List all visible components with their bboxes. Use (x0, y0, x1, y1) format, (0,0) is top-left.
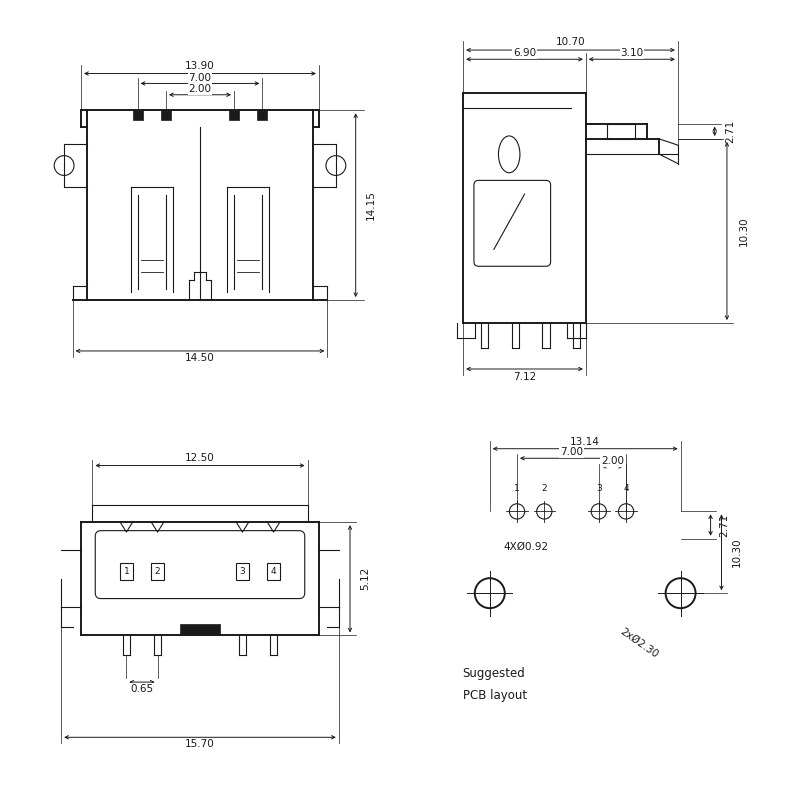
Text: 3: 3 (596, 484, 602, 493)
Bar (236, 563, 249, 580)
Bar (120, 563, 133, 580)
Bar (180, 624, 220, 635)
Text: 2: 2 (542, 484, 547, 493)
Text: 2xØ2.30: 2xØ2.30 (618, 626, 660, 659)
Text: 12.50: 12.50 (185, 454, 215, 463)
Bar (229, 110, 239, 120)
Bar (161, 110, 171, 120)
Text: 0.65: 0.65 (130, 684, 154, 694)
Text: 15.70: 15.70 (185, 739, 215, 750)
Text: 2.71: 2.71 (719, 514, 730, 537)
Bar (257, 110, 267, 120)
Text: PCB layout: PCB layout (462, 689, 526, 702)
Text: 10.30: 10.30 (731, 538, 742, 567)
Text: 13.90: 13.90 (185, 62, 215, 71)
Text: 7.12: 7.12 (513, 372, 536, 382)
Text: 3: 3 (239, 567, 246, 576)
Text: 1: 1 (123, 567, 130, 576)
Text: 10.30: 10.30 (739, 216, 749, 246)
Text: 7.00: 7.00 (189, 73, 211, 82)
Text: 3.10: 3.10 (620, 48, 643, 58)
Bar (607, 124, 635, 139)
Text: 10.70: 10.70 (556, 38, 586, 47)
Text: 2: 2 (154, 567, 160, 576)
Text: 4: 4 (623, 484, 629, 493)
Text: 4: 4 (270, 567, 277, 576)
Text: 4XØ0.92: 4XØ0.92 (503, 542, 549, 551)
Text: 6.90: 6.90 (513, 48, 536, 58)
Bar (267, 563, 280, 580)
Text: 2.71: 2.71 (725, 120, 735, 143)
Text: 13.14: 13.14 (570, 437, 600, 447)
Text: 5.12: 5.12 (361, 567, 370, 590)
Bar (133, 110, 143, 120)
Text: 14.50: 14.50 (185, 353, 215, 363)
Text: 2.00: 2.00 (189, 84, 211, 94)
Text: 1: 1 (514, 484, 520, 493)
Text: Suggested: Suggested (462, 666, 526, 680)
Text: 2.00: 2.00 (601, 456, 624, 466)
Text: 14.15: 14.15 (366, 190, 376, 220)
Text: 7.00: 7.00 (560, 447, 583, 458)
Bar (151, 563, 164, 580)
